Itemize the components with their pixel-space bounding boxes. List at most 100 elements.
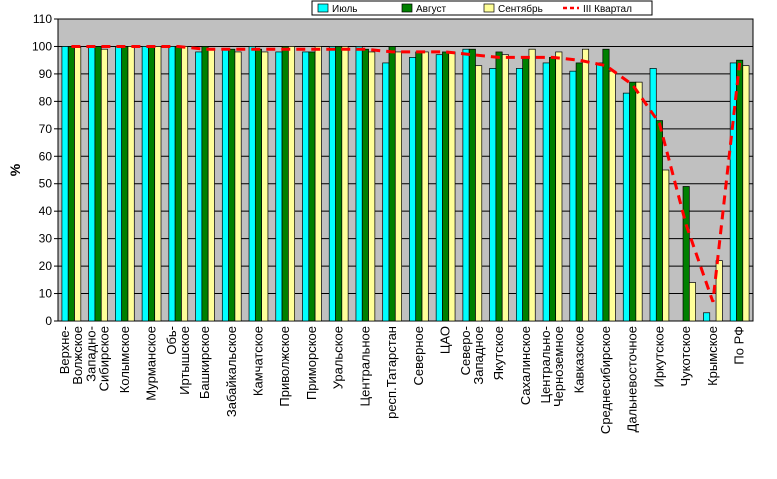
y-tick-label: 60 xyxy=(39,149,53,163)
bar xyxy=(254,48,262,322)
bar xyxy=(409,57,417,322)
y-tick-label: 10 xyxy=(39,287,53,301)
bar xyxy=(368,51,376,322)
bar xyxy=(94,46,102,322)
x-tick-label: Сахалинское xyxy=(518,326,533,405)
bar xyxy=(154,46,162,322)
x-tick-label: Центрально-Черноземное xyxy=(538,326,566,407)
bar xyxy=(495,51,503,322)
x-tick-label-line: Забайкальское xyxy=(224,326,239,417)
bar xyxy=(121,46,129,322)
bar xyxy=(415,51,423,322)
x-tick-label: Приморское xyxy=(304,326,319,400)
x-tick-label-line: Северное xyxy=(411,326,426,385)
x-tick-label-line: Верхне- xyxy=(57,326,72,374)
bar xyxy=(555,51,563,322)
bar xyxy=(382,62,390,322)
x-tick-label-line: Центральное xyxy=(357,326,372,406)
bar xyxy=(736,59,744,322)
x-tick-label-line: респ.Татарстан xyxy=(384,326,399,419)
x-tick-label-line: Сибирское xyxy=(97,326,112,391)
x-tick-label-line: Сахалинское xyxy=(518,326,533,405)
bar xyxy=(715,260,723,322)
x-tick-label-line: Черноземное xyxy=(551,326,566,407)
bar xyxy=(261,51,269,322)
bar xyxy=(629,81,637,322)
legend-box xyxy=(311,0,653,16)
x-tick-label: Северо-Западное xyxy=(458,326,486,385)
x-tick-label-line: Северо- xyxy=(458,326,473,375)
bars xyxy=(61,46,750,322)
bar xyxy=(302,51,310,322)
x-tick-label: Приволжское xyxy=(277,326,292,407)
bar xyxy=(501,54,509,322)
x-tick-label-line: Обь- xyxy=(164,326,179,355)
bar xyxy=(248,46,256,322)
bar xyxy=(596,62,604,322)
x-tick-label: Западно-Сибирское xyxy=(84,326,112,391)
x-tick-label-line: По РФ xyxy=(732,326,747,365)
bar xyxy=(308,51,316,322)
x-tick-label-line: Приволжское xyxy=(277,326,292,407)
bar xyxy=(234,51,242,322)
bar xyxy=(195,51,203,322)
x-tick-label: По РФ xyxy=(732,326,747,365)
bar xyxy=(361,48,369,322)
x-tick-label: Иркутское xyxy=(651,326,666,388)
x-tick-label: Мурманское xyxy=(144,326,159,401)
x-tick-label-line: Якутское xyxy=(491,326,506,380)
y-tick-label: 100 xyxy=(32,39,52,53)
bar xyxy=(489,68,497,322)
bar xyxy=(528,48,536,322)
x-tick-label: Уральское xyxy=(331,326,346,389)
bar xyxy=(67,46,75,322)
x-tick-label: Кавказское xyxy=(571,326,586,393)
x-tick-label: Башкирское xyxy=(197,326,212,399)
bar xyxy=(201,46,209,322)
bar xyxy=(314,46,322,322)
bar xyxy=(542,62,550,322)
x-tick-label: Чукотское xyxy=(678,326,693,387)
x-tick-label: Обь-Иртышское xyxy=(164,326,192,395)
bar xyxy=(435,54,443,322)
bar xyxy=(127,46,135,322)
bar xyxy=(575,62,583,322)
bar xyxy=(228,48,236,322)
bar xyxy=(468,48,476,322)
legend-label: Август xyxy=(416,4,447,15)
y-tick-label: 0 xyxy=(45,314,52,328)
bar xyxy=(703,312,711,322)
x-tick-label-line: Западное xyxy=(471,326,486,385)
x-tick-label-line: ЦАО xyxy=(438,326,453,354)
x-tick-label-line: Центрально- xyxy=(538,326,553,404)
bar xyxy=(729,62,737,322)
x-tick-label: Верхне-Волжское xyxy=(57,326,85,385)
bar xyxy=(141,46,149,322)
bar xyxy=(622,92,630,322)
legend-label: Июль xyxy=(332,4,358,15)
x-tick-label-line: Камчатское xyxy=(251,326,266,396)
x-tick-label-line: Мурманское xyxy=(144,326,159,401)
bar xyxy=(635,81,643,322)
y-tick-label: 110 xyxy=(33,12,52,26)
x-tick-label: Забайкальское xyxy=(224,326,239,417)
bar xyxy=(442,51,450,322)
x-tick-label: Крымское xyxy=(705,326,720,386)
legend-swatch xyxy=(483,3,495,13)
legend: Июль Август Сентябрь III Квартал xyxy=(311,0,653,16)
bar xyxy=(275,51,283,322)
x-tick-label: ЦАО xyxy=(438,326,453,354)
bar xyxy=(522,57,530,322)
bar xyxy=(569,70,577,322)
bar xyxy=(335,46,343,322)
bar xyxy=(662,169,670,322)
legend-swatch xyxy=(317,3,329,13)
x-tick-label-line: Западно- xyxy=(84,326,99,382)
legend-label: III Квартал xyxy=(583,4,632,15)
bar xyxy=(181,46,189,322)
bar xyxy=(61,46,69,322)
x-tick-label-line: Кавказское xyxy=(571,326,586,393)
bar xyxy=(148,46,156,322)
bar xyxy=(421,51,429,322)
x-tick-label: Среднесибирское xyxy=(598,326,613,434)
